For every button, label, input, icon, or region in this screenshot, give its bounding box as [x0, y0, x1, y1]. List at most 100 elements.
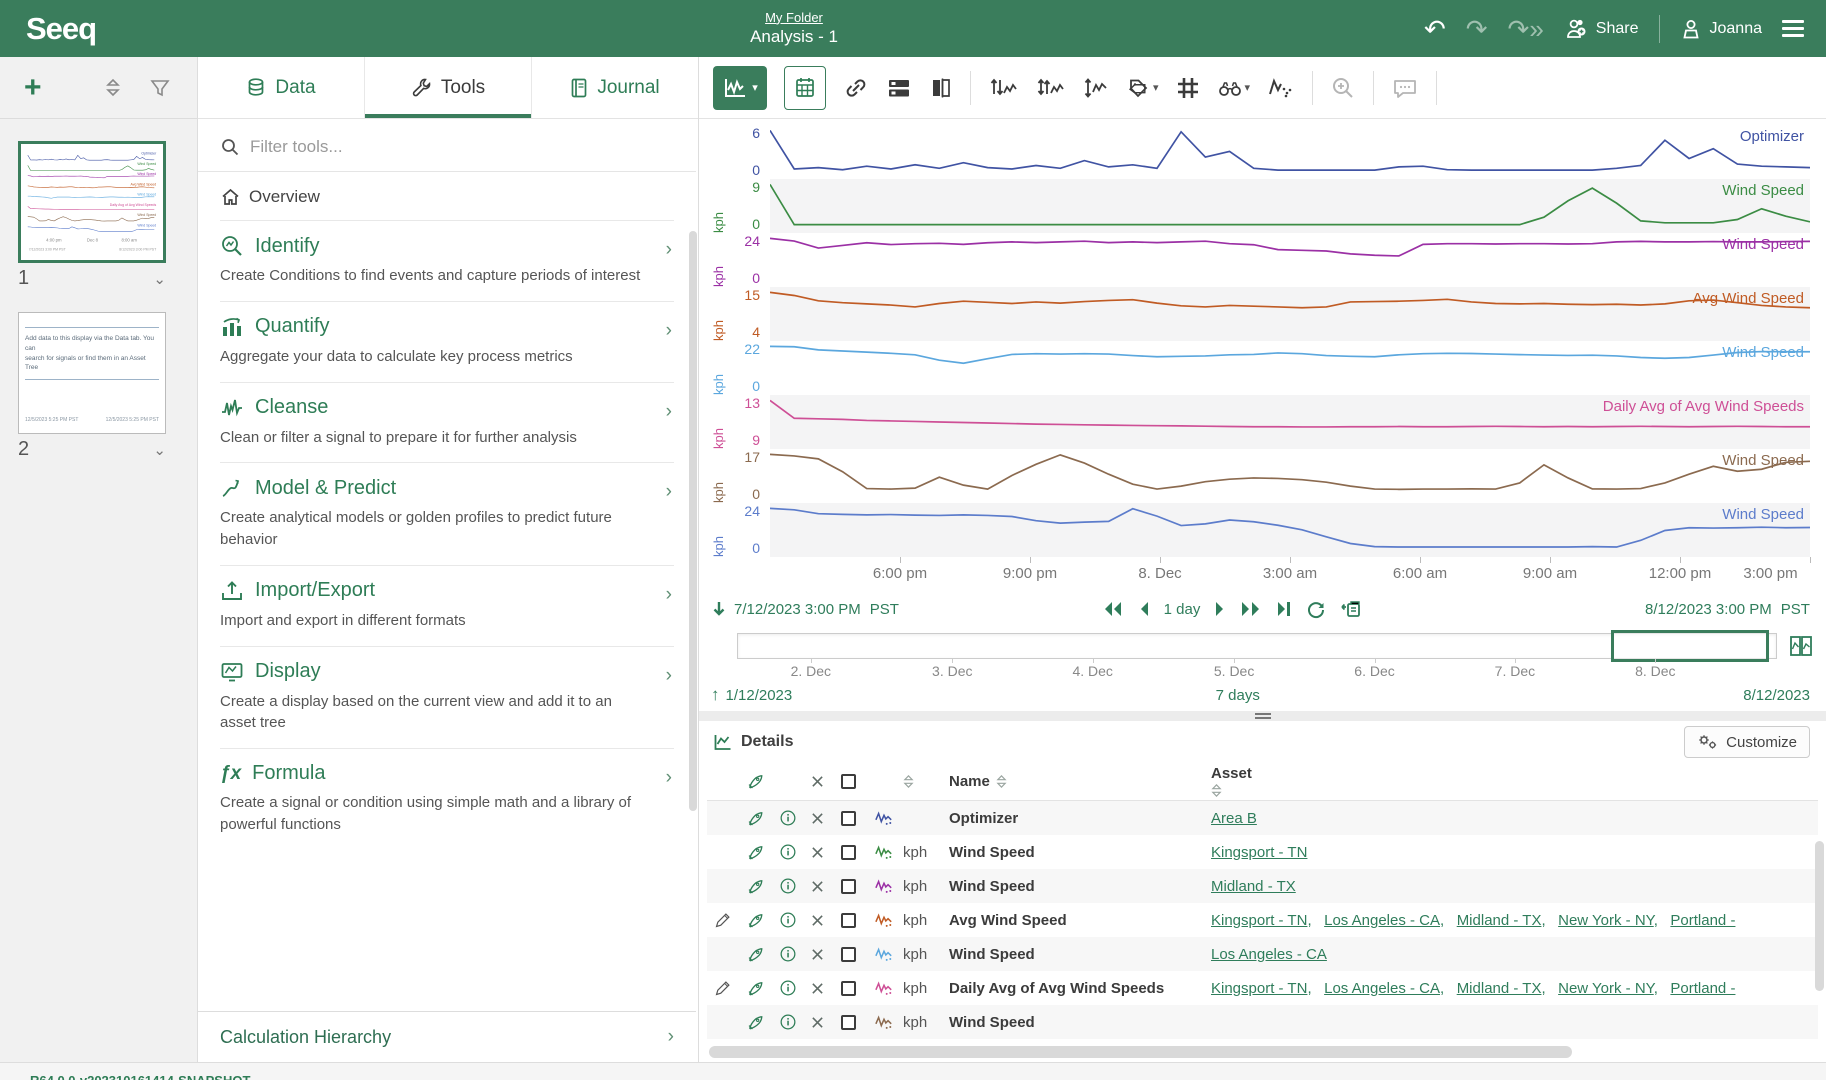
tools-overview-item[interactable]: Overview [220, 172, 674, 220]
hamburger-menu-button[interactable] [1782, 20, 1804, 37]
step-forward-button[interactable] [1214, 600, 1226, 618]
table-view-button[interactable] [784, 65, 826, 110]
reorder-worksheets-icon[interactable] [103, 77, 123, 99]
remove-icon[interactable] [803, 1016, 831, 1029]
rocket-icon[interactable] [737, 809, 773, 828]
row-checkbox[interactable] [840, 946, 856, 962]
asset-link[interactable]: Kingsport - TN [1211, 911, 1308, 929]
gridlines-button[interactable] [1176, 76, 1200, 100]
breadcrumb-my-folder[interactable]: My Folder [765, 9, 823, 25]
one-axis-button[interactable] [1035, 76, 1065, 100]
remove-icon[interactable] [803, 880, 831, 893]
tab-data[interactable]: Data [198, 57, 365, 118]
overview-track[interactable] [737, 633, 1777, 659]
row-checkbox[interactable] [840, 980, 856, 996]
tab-journal[interactable]: Journal [532, 57, 698, 118]
info-icon[interactable] [773, 979, 803, 997]
column-header-asset[interactable]: Asset [1211, 765, 1818, 799]
rocket-icon[interactable] [737, 979, 773, 998]
chart-lane-7[interactable]: kph 17 0 Wind Speed [699, 449, 1826, 503]
rocket-icon[interactable] [737, 843, 773, 862]
chart-lane-3[interactable]: kph 24 0 Wind Speed [699, 233, 1826, 287]
y-axis[interactable]: kph 9 0 [699, 179, 770, 233]
copy-range-button[interactable] [1340, 599, 1362, 619]
remove-icon[interactable] [803, 914, 831, 927]
header-rocket-icon[interactable] [737, 772, 773, 791]
filter-tools-input[interactable] [250, 137, 674, 157]
filter-worksheets-icon[interactable] [149, 77, 171, 99]
trend-chart[interactable]: 6 0 Optimizer kph 9 0 Wind Speed kph 24 0 Wind Spe… [699, 119, 1826, 589]
header-remove-all-icon[interactable] [803, 775, 831, 788]
row-checkbox[interactable] [840, 844, 856, 860]
remove-icon[interactable] [803, 812, 831, 825]
resize-grip[interactable] [1254, 713, 1271, 719]
samples-button[interactable] [1267, 76, 1295, 100]
remove-icon[interactable] [803, 982, 831, 995]
step-forward-much-button[interactable] [1240, 600, 1262, 618]
overview-selection-handle[interactable] [1610, 630, 1769, 662]
y-axis[interactable]: kph 17 0 [699, 449, 770, 503]
asset-link[interactable]: New York - NY [1558, 979, 1654, 997]
labels-button[interactable]: ▾ [1127, 77, 1159, 99]
asset-link[interactable]: New York - NY [1558, 911, 1654, 929]
tool-item-cleanse[interactable]: Cleanse Clean or filter a signal to prepa… [220, 381, 674, 463]
tool-item-identify[interactable]: Identify Create Conditions to find events… [220, 220, 674, 301]
chart-lane-2[interactable]: kph 9 0 Wind Speed [699, 179, 1826, 233]
row-checkbox[interactable] [840, 878, 856, 894]
investigate-button[interactable]: ▾ [1217, 78, 1250, 98]
redo-button[interactable]: ↷ [1465, 13, 1488, 44]
series-label[interactable]: Wind Speed [1722, 182, 1804, 199]
customize-button[interactable]: Customize [1684, 726, 1810, 758]
details-horizontal-scrollbar[interactable] [709, 1046, 1816, 1058]
share-button[interactable]: Share [1564, 18, 1639, 40]
analysis-title[interactable]: Analysis - 1 [750, 27, 838, 46]
tools-scrollbar[interactable] [689, 231, 697, 811]
series-label[interactable]: Daily Avg of Avg Wind Speeds [1602, 398, 1804, 415]
range-start-arrow-icon[interactable] [711, 600, 727, 618]
organizer-layout-button[interactable] [886, 77, 912, 99]
step-back-much-button[interactable] [1102, 600, 1124, 618]
seeq-logo[interactable]: Seeq [26, 10, 97, 46]
edit-pencil-icon[interactable] [707, 912, 737, 929]
asset-link[interactable]: Midland - TX [1211, 877, 1296, 895]
rocket-icon[interactable] [737, 877, 773, 896]
series-label[interactable]: Wind Speed [1722, 452, 1804, 469]
tab-tools[interactable]: Tools [365, 57, 532, 118]
tool-item-formula[interactable]: ƒx Formula Create a signal or condition us… [220, 748, 674, 850]
worksheet-2-thumbnail[interactable]: Add data to this display via the Data ta… [18, 312, 166, 434]
calculation-hierarchy-item[interactable]: Calculation Hierarchy › [198, 1011, 696, 1062]
edit-pencil-icon[interactable] [707, 980, 737, 997]
link-button[interactable] [843, 77, 869, 99]
asset-link[interactable]: Los Angeles - CA [1211, 945, 1327, 963]
rocket-icon[interactable] [737, 911, 773, 930]
series-label[interactable]: Wind Speed [1722, 506, 1804, 523]
info-icon[interactable] [773, 911, 803, 929]
remove-icon[interactable] [803, 846, 831, 859]
info-icon[interactable] [773, 809, 803, 827]
column-header-name[interactable]: Name [949, 773, 1211, 790]
row-checkbox[interactable] [840, 810, 856, 826]
overview-chart-toggle-icon[interactable] [1789, 635, 1813, 657]
rocket-icon[interactable] [737, 1013, 773, 1032]
asset-link[interactable]: Los Angeles - CA [1324, 979, 1441, 997]
range-start-date[interactable]: 7/12/2023 3:00 PM [734, 600, 861, 618]
user-menu[interactable]: Joanna [1680, 18, 1762, 40]
asset-link[interactable]: Portland - [1670, 979, 1736, 997]
tool-item-quantify[interactable]: Quantify Aggregate your data to calculate… [220, 300, 674, 382]
compare-view-button[interactable] [929, 77, 953, 99]
series-label[interactable]: Avg Wind Speed [1692, 290, 1804, 307]
select-all-checkbox[interactable] [840, 774, 856, 789]
row-checkbox[interactable] [840, 1014, 856, 1030]
redo-all-button[interactable]: ↷» [1507, 13, 1544, 44]
worksheet-2-menu-chevron-icon[interactable]: ⌄ [153, 441, 166, 459]
info-icon[interactable] [773, 945, 803, 963]
one-lane-button[interactable] [988, 76, 1018, 100]
asset-link[interactable]: Portland - [1670, 911, 1736, 929]
asset-link[interactable]: Midland - TX [1456, 979, 1542, 997]
asset-link[interactable]: Los Angeles - CA [1324, 911, 1441, 929]
tool-item-display[interactable]: Display Create a display based on the cur… [220, 645, 674, 749]
y-axis[interactable]: kph 13 9 [699, 395, 770, 449]
series-label[interactable]: Wind Speed [1722, 344, 1804, 361]
range-end-date[interactable]: 8/12/2023 3:00 PM [1645, 600, 1772, 618]
